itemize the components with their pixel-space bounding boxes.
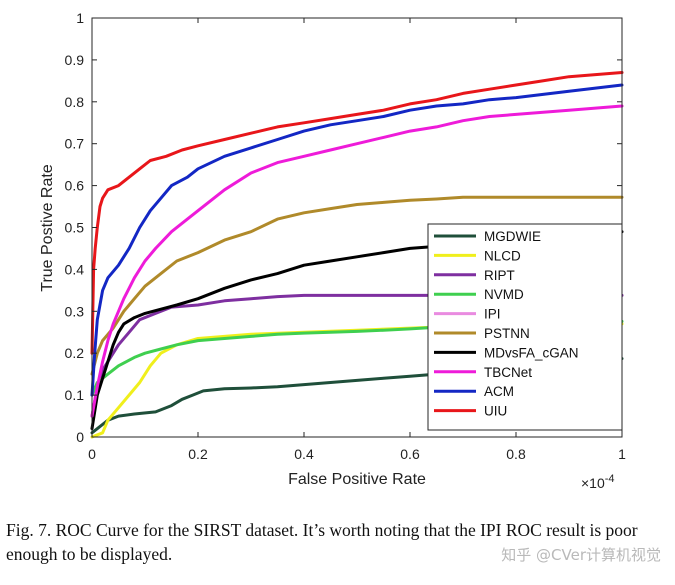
legend-label-mdvsfa-cgan: MDvsFA_cGAN (484, 345, 579, 360)
legend-label-nlcd: NLCD (484, 248, 521, 263)
series-line-tbcnet (90, 104, 624, 418)
y-tick-label: 0.9 (65, 52, 85, 68)
x-tick-label: 1 (618, 446, 626, 462)
series-line-pstnn (90, 195, 624, 376)
y-tick-label: 0.7 (65, 136, 85, 152)
x-tick-label: 0.6 (400, 446, 420, 462)
x-tick-label: 0 (88, 446, 96, 462)
series-line-acm (90, 83, 624, 397)
legend-label-tbcnet: TBCNet (484, 365, 532, 380)
legend-label-ript: RIPT (484, 268, 515, 283)
y-tick-label: 0.2 (65, 345, 85, 361)
x-axis-title: False Positive Rate (288, 471, 426, 488)
x-scale-base: ×10 (581, 475, 605, 491)
x-tick-label: 0.2 (188, 446, 208, 462)
legend-label-uiu: UIU (484, 404, 507, 419)
x-tick-label: 0.4 (294, 446, 314, 462)
watermark: 知乎 @CVer计算机视觉 (501, 546, 661, 564)
y-tick-label: 0.4 (65, 261, 85, 277)
figure-caption: Fig. 7. ROC Curve for the SIRST dataset.… (6, 520, 638, 564)
series-layer (90, 71, 624, 439)
y-axis-title: True Postive Rate (39, 164, 56, 292)
y-tick-label: 0.5 (65, 220, 85, 236)
series-line-uiu (90, 71, 624, 355)
legend-label-mgdwie: MGDWIE (484, 229, 541, 244)
y-tick-label: 1 (76, 10, 84, 26)
roc-chart: 0 0.2 0.4 0.6 0.8 1 0 0.1 0.2 0.3 0.4 0.5 0.6 0.7 0.8 0… (39, 10, 626, 491)
y-tick-label: 0 (76, 429, 84, 445)
legend-label-acm: ACM (484, 384, 514, 399)
y-tick-label: 0.3 (65, 303, 85, 319)
legend-label-nvmd: NVMD (484, 287, 524, 302)
y-tick-label: 0.8 (65, 94, 85, 110)
x-scale-exponent: -4 (605, 473, 615, 485)
x-scale-factor: ×10-4 (581, 473, 615, 491)
legend-label-pstnn: PSTNN (484, 326, 530, 341)
y-tick-label: 0.1 (65, 387, 85, 403)
x-tick-label: 0.8 (506, 446, 526, 462)
y-tick-label: 0.6 (65, 178, 85, 194)
legend-box (427, 223, 623, 431)
legend-label-ipi: IPI (484, 307, 501, 322)
legend: MGDWIE NLCD RIPT NVMD IPI PSTNN MDvsFA_cGAN TBC… (427, 223, 623, 431)
